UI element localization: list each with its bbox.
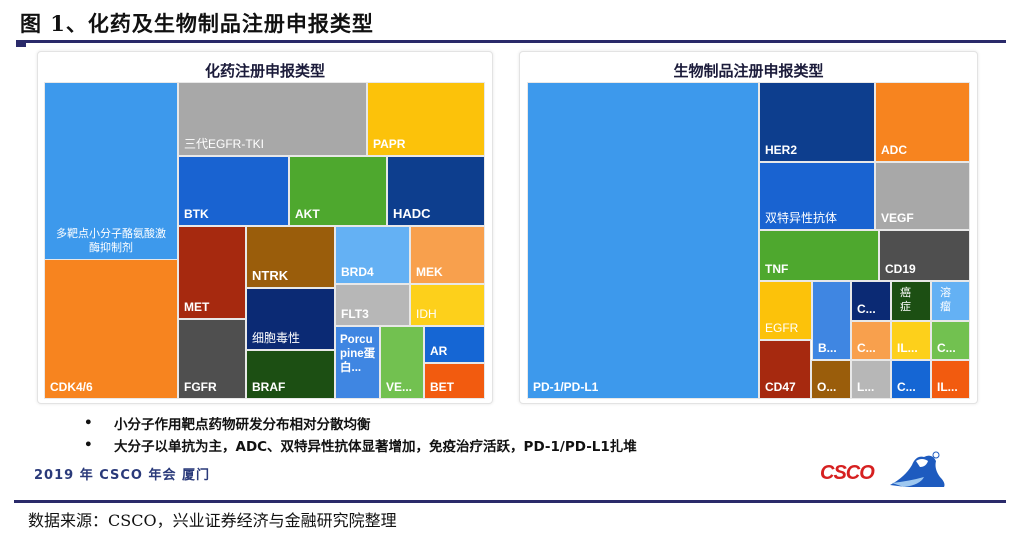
treemap-cell: BRD4 xyxy=(335,226,410,284)
treemap-cell-label: PD-1/PD-L1 xyxy=(533,380,599,394)
treemap-cell: 溶瘤 xyxy=(931,281,970,321)
treemap-cell-label: MEK xyxy=(416,265,443,279)
treemap-cell: MET xyxy=(178,226,246,319)
treemap-cell: AR xyxy=(424,326,485,363)
treemap-cell: L... xyxy=(851,360,891,399)
chemical-treemap-title: 化药注册申报类型 xyxy=(204,62,325,80)
treemap-cell-label: IL... xyxy=(937,380,958,394)
treemap-cell: NTRK xyxy=(246,226,335,288)
treemap-cell-label: IL... xyxy=(897,341,918,355)
treemap-cell: 细胞毒性 xyxy=(246,288,335,350)
treemap-cell: C... xyxy=(891,360,931,399)
treemap-cell-label: Porcupine蛋白... xyxy=(340,334,376,374)
treemap-cell: BTK xyxy=(178,156,289,226)
treemap-cell-label: VE... xyxy=(386,380,413,394)
treemap-cell-label: HER2 xyxy=(765,143,798,157)
treemap-cell-label: B... xyxy=(818,341,837,355)
treemap-cell: VE... xyxy=(380,326,424,399)
treemap-cell: Porcupine蛋白... xyxy=(335,326,380,399)
treemap-cell-label: 细胞毒性 xyxy=(252,331,301,345)
treemap-cell-label: CD47 xyxy=(765,380,796,394)
bullet-dot: • xyxy=(84,437,93,453)
bullet-item: • 大分子以单抗为主，ADC、双特异性抗体显著增加，免疫治疗活跃，PD-1/PD… xyxy=(84,434,637,456)
treemap-cell-label: BRAF xyxy=(252,380,286,394)
treemap-cell: MEK xyxy=(410,226,485,284)
key-findings: • 小分子作用靶点药物研发分布相对分散均衡 • 大分子以单抗为主，ADC、双特异… xyxy=(84,412,637,456)
treemap-cell: CD19 xyxy=(879,230,970,281)
treemap-cell: C... xyxy=(851,281,891,321)
treemap-cell: CDK4/6 xyxy=(44,259,178,399)
treemap-cell-label: BRD4 xyxy=(341,265,374,279)
treemap-cell-label: BTK xyxy=(184,207,209,221)
treemap-cell: 癌症 xyxy=(891,281,931,321)
treemap-cell-label: 双特异性抗体 xyxy=(765,211,838,225)
treemap-cell: 三代EGFR-TKI xyxy=(178,82,367,156)
treemap-cell: ADC xyxy=(875,82,970,162)
treemap-cell: AKT xyxy=(289,156,387,226)
treemap-cell-label: BET xyxy=(430,380,454,394)
treemap-cell-label: O... xyxy=(817,380,837,394)
treemap-cell: EGFR xyxy=(759,281,812,340)
csco-logo: CSCO xyxy=(820,447,950,492)
treemap-cell: 双特异性抗体 xyxy=(759,162,875,230)
biologics-treemap-title: 生物制品注册申报类型 xyxy=(673,62,824,80)
bullet-dot: • xyxy=(84,415,93,431)
treemap-cell-label: CD19 xyxy=(885,262,916,276)
conference-note: 2019 年 CSCO 年会 厦门 xyxy=(34,468,211,483)
treemap-cell-label: VEGF xyxy=(881,211,914,225)
figure-title: 图 1、化药及生物制品注册申报类型 xyxy=(20,11,374,36)
treemap-cell: VEGF xyxy=(875,162,970,230)
treemap-cell-label: AR xyxy=(430,344,448,358)
treemap-cell-label: 癌症 xyxy=(900,287,911,313)
treemap-cell-label: C... xyxy=(937,341,956,355)
bullet-text: 大分子以单抗为主，ADC、双特异性抗体显著增加，免疫治疗活跃，PD-1/PD-L… xyxy=(114,439,637,455)
treemap-cell: CD47 xyxy=(759,340,811,399)
treemap-cell-label: 三代EGFR-TKI xyxy=(184,137,264,151)
treemap-cell-label: 多靶点小分子酪氨酸激酶抑制剂 xyxy=(56,228,166,254)
treemap-cell-label: IDH xyxy=(416,307,437,321)
data-source: 数据来源：CSCO，兴业证券经济与金融研究院整理 xyxy=(28,511,397,530)
treemap-cell-label: FLT3 xyxy=(341,307,369,321)
treemap-cell-label: HADC xyxy=(393,206,431,221)
treemap-cell: IL... xyxy=(891,321,931,360)
treemap-cell-label: C... xyxy=(857,302,876,316)
treemap-cell: FGFR xyxy=(178,319,246,399)
treemap-cell: C... xyxy=(931,321,970,360)
treemap-cell-label: EGFR xyxy=(765,321,799,335)
treemap-cell: HADC xyxy=(387,156,485,226)
top-divider-tick xyxy=(16,43,26,47)
treemap-cell-label: AKT xyxy=(295,207,320,221)
treemap-cell: BRAF xyxy=(246,350,335,399)
bottom-divider xyxy=(14,500,1006,503)
treemap-cell: O... xyxy=(811,360,851,399)
treemap-cell: FLT3 xyxy=(335,284,410,326)
treemap-cell-label: 溶瘤 xyxy=(940,287,951,313)
bullet-item: • 小分子作用靶点药物研发分布相对分散均衡 xyxy=(84,412,637,434)
treemap-cell: 多靶点小分子酪氨酸激酶抑制剂 xyxy=(44,82,178,260)
bullet-text: 小分子作用靶点药物研发分布相对分散均衡 xyxy=(114,417,371,433)
treemap-cell: IL... xyxy=(931,360,970,399)
treemap-cell-label: C... xyxy=(897,380,916,394)
top-divider xyxy=(16,40,1006,43)
treemap-cell: HER2 xyxy=(759,82,875,162)
csco-logo-text: CSCO xyxy=(820,462,875,484)
treemap-cell: BET xyxy=(424,363,485,399)
treemap-cell-label: TNF xyxy=(765,262,789,276)
treemap-cell: TNF xyxy=(759,230,879,281)
treemap-cell: PAPR xyxy=(367,82,485,156)
treemap-cell: IDH xyxy=(410,284,485,326)
treemap-cell-label: FGFR xyxy=(184,380,217,394)
treemap-cell-label: MET xyxy=(184,300,210,314)
treemap-cell-label: PAPR xyxy=(373,137,406,151)
treemap-cell-label: CDK4/6 xyxy=(50,380,93,394)
treemap-cell-label: ADC xyxy=(881,143,907,157)
treemap-cell: C... xyxy=(851,321,891,360)
treemap-cell-label: NTRK xyxy=(252,268,289,283)
treemap-cell-label: C... xyxy=(857,341,876,355)
csco-mascot-icon xyxy=(890,451,945,487)
treemap-cell: B... xyxy=(812,281,851,360)
treemap-cell: PD-1/PD-L1 xyxy=(527,82,759,399)
treemap-cell-label: L... xyxy=(857,380,875,394)
